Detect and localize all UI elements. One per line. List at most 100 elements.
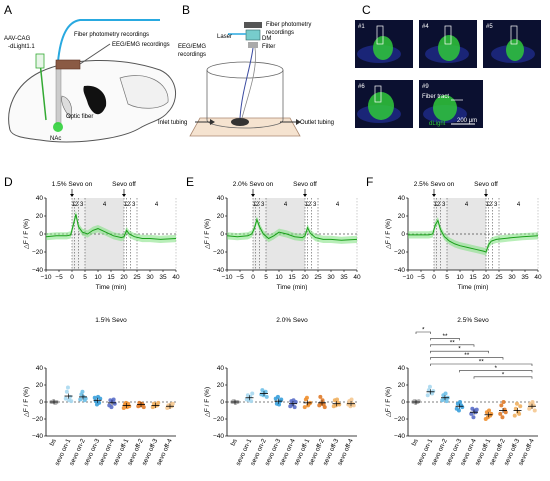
- data-point: [518, 404, 523, 409]
- trace-sem-band: [227, 216, 357, 244]
- y-tick-label: −40: [213, 433, 224, 440]
- data-point: [111, 397, 116, 402]
- data-point: [513, 406, 518, 411]
- data-point: [302, 405, 307, 410]
- y-tick-label: 20: [398, 382, 406, 389]
- data-point: [349, 397, 354, 402]
- data-point: [498, 411, 503, 416]
- significance-label: **: [479, 359, 485, 366]
- significance-bracket: [459, 370, 533, 373]
- data-point: [293, 400, 298, 404]
- x-tick-label: 25: [133, 274, 141, 281]
- y-tick-label: 0: [39, 231, 43, 238]
- filter-label: Filter: [262, 44, 275, 50]
- panel-a: A AAV-CAG -dLight1.1 Fiber photometry re…: [4, 3, 176, 143]
- segment-label: 3: [80, 202, 84, 208]
- y-tick-label: 40: [398, 195, 406, 202]
- eeg-box: [55, 59, 81, 70]
- histology-image-3: #5: [483, 20, 541, 68]
- significance-label: **: [464, 352, 470, 359]
- y-tick-label: 40: [36, 365, 44, 372]
- x-axis-title: Time (min): [96, 284, 127, 291]
- segment-label: 2: [75, 202, 79, 208]
- x-tick-label: 10: [456, 274, 464, 281]
- x-tick-label: 10: [94, 274, 102, 281]
- x-tick-label: 5: [83, 274, 87, 281]
- x-tick-label: −5: [236, 274, 244, 281]
- nac-signal: [53, 122, 63, 132]
- x-tick-label: 5: [445, 274, 449, 281]
- x-tick-label: 5: [264, 274, 268, 281]
- image-label-2: #4: [422, 24, 429, 30]
- data-point: [500, 415, 505, 420]
- y-tick-label: 20: [217, 213, 225, 220]
- data-point: [156, 400, 161, 405]
- x-tick-label: 0: [251, 274, 255, 281]
- x-tick-label: 25: [495, 274, 503, 281]
- x-tick-label: 30: [508, 274, 516, 281]
- data-point: [425, 393, 430, 398]
- y-tick-label: 0: [220, 231, 224, 238]
- data-point: [337, 402, 342, 407]
- category-label: bs: [230, 437, 240, 447]
- eeg-wire: [79, 43, 111, 65]
- x-tick-label: 20: [482, 274, 490, 281]
- y-tick-label: −20: [32, 249, 43, 256]
- data-point: [109, 405, 114, 410]
- data-point: [322, 405, 327, 410]
- x-tick-label: −10: [221, 274, 232, 281]
- y-tick-label: 40: [217, 365, 225, 372]
- data-point: [532, 408, 537, 413]
- data-point: [279, 397, 284, 402]
- panel-b: B Fiber photometry recordings Laser DM F…: [158, 3, 334, 137]
- significance-label: *: [422, 327, 425, 334]
- y-tick-label: −40: [32, 267, 43, 274]
- y-tick-label: 40: [217, 195, 225, 202]
- virus-label-1: AAV-CAG: [4, 36, 31, 42]
- filter-box: [248, 42, 258, 48]
- x-tick-label: 20: [301, 274, 309, 281]
- data-point: [97, 400, 102, 405]
- data-point: [92, 395, 97, 400]
- platform: [189, 117, 301, 137]
- x-tick-label: 10: [275, 274, 283, 281]
- eeg-label-b1: EEG/EMG: [178, 44, 206, 50]
- y-tick-label: 20: [217, 382, 225, 389]
- dot-panel-title: 1.5% Sevo: [95, 317, 127, 324]
- data-point: [444, 399, 449, 404]
- panel-label-d: D: [4, 175, 13, 189]
- y-axis-title: △F / F (%): [23, 387, 30, 417]
- data-point: [487, 408, 492, 413]
- y-tick-label: −20: [213, 416, 224, 423]
- eeg-label: EEG/EMG recordings: [112, 42, 170, 48]
- sevo-on-label: 2.0% Sevo on: [233, 181, 274, 188]
- significance-label: *: [494, 365, 497, 372]
- segment-label: 1: [434, 202, 438, 208]
- dot-panel-title: 2.5% Sevo: [457, 317, 489, 324]
- sevo-off-label: Sevo off: [474, 181, 498, 188]
- data-point: [98, 396, 103, 401]
- data-point: [416, 399, 421, 404]
- x-tick-label: 35: [521, 274, 529, 281]
- x-axis-title: Time (min): [277, 284, 308, 291]
- x-tick-label: 0: [70, 274, 74, 281]
- black-region: [83, 85, 107, 115]
- histology-image-1: #1: [355, 20, 413, 68]
- data-point: [471, 415, 476, 420]
- data-point: [456, 408, 461, 413]
- x-axis-title: Time (min): [458, 284, 489, 291]
- significance-bracket: [430, 363, 533, 366]
- y-tick-label: −40: [394, 267, 405, 274]
- x-tick-label: 30: [146, 274, 154, 281]
- data-point: [320, 398, 325, 403]
- category-label: bs: [411, 437, 421, 447]
- y-tick-label: −40: [394, 433, 405, 440]
- data-point: [112, 401, 117, 406]
- sevo-arrowhead-0: [70, 194, 74, 197]
- y-tick-label: 0: [401, 231, 405, 238]
- data-point: [249, 399, 254, 404]
- histology-image-4: #6: [355, 80, 413, 128]
- y-tick-label: −40: [213, 267, 224, 274]
- segment-label: 2: [489, 202, 493, 208]
